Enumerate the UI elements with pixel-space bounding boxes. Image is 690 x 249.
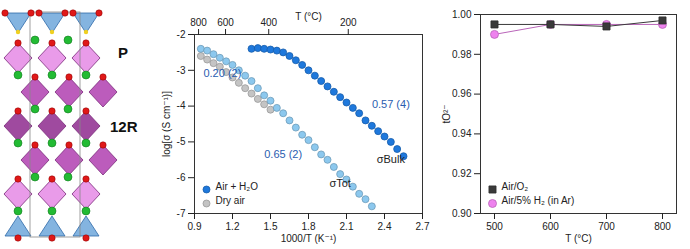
- svg-text:-3: -3: [177, 65, 186, 76]
- svg-text:0.92: 0.92: [452, 168, 472, 179]
- svg-text:Dry air: Dry air: [216, 195, 246, 206]
- svg-text:-4: -4: [177, 100, 186, 111]
- svg-text:600: 600: [217, 17, 234, 28]
- svg-text:200: 200: [340, 17, 357, 28]
- svg-text:800: 800: [654, 221, 671, 232]
- svg-text:T (°C): T (°C): [295, 11, 322, 22]
- svg-text:0.57 (4): 0.57 (4): [372, 98, 410, 110]
- svg-text:1.00: 1.00: [452, 9, 472, 20]
- svg-text:-5: -5: [177, 136, 186, 147]
- svg-text:0.94: 0.94: [452, 128, 472, 139]
- svg-text:12R: 12R: [110, 118, 138, 135]
- svg-text:T (°C): T (°C): [565, 233, 592, 244]
- svg-text:-6: -6: [177, 172, 186, 183]
- svg-text:P: P: [118, 44, 128, 61]
- svg-text:600: 600: [542, 221, 559, 232]
- svg-text:800: 800: [190, 17, 207, 28]
- svg-text:log[σ (S cm⁻¹)]: log[σ (S cm⁻¹)]: [161, 91, 172, 157]
- svg-text:Air/5% H₂ (in Ar): Air/5% H₂ (in Ar): [502, 195, 575, 206]
- svg-text:tO²⁻: tO²⁻: [441, 104, 452, 123]
- svg-text:2.1: 2.1: [340, 221, 354, 232]
- svg-text:2.4: 2.4: [378, 221, 392, 232]
- svg-text:400: 400: [260, 17, 277, 28]
- svg-text:2.7: 2.7: [416, 221, 430, 232]
- svg-text:Air + H₂O: Air + H₂O: [216, 181, 259, 192]
- svg-text:-2: -2: [177, 29, 186, 40]
- svg-text:1.2: 1.2: [226, 221, 240, 232]
- svg-text:0.20 (2): 0.20 (2): [203, 67, 241, 79]
- svg-text:700: 700: [598, 221, 615, 232]
- svg-text:0.90: 0.90: [452, 208, 472, 219]
- svg-text:0.98: 0.98: [452, 49, 472, 60]
- svg-text:1.5: 1.5: [264, 221, 278, 232]
- svg-text:0.65 (2): 0.65 (2): [264, 148, 302, 160]
- svg-text:1.8: 1.8: [302, 221, 316, 232]
- svg-text:0.9: 0.9: [188, 221, 202, 232]
- svg-text:Air/O₂: Air/O₂: [502, 181, 529, 192]
- svg-text:1000/T (K⁻¹): 1000/T (K⁻¹): [281, 233, 337, 244]
- svg-text:500: 500: [486, 221, 503, 232]
- svg-text:σBulk: σBulk: [377, 153, 406, 165]
- svg-text:σTot: σTot: [329, 177, 350, 189]
- svg-text:0.96: 0.96: [452, 88, 472, 99]
- svg-text:-7: -7: [177, 208, 186, 219]
